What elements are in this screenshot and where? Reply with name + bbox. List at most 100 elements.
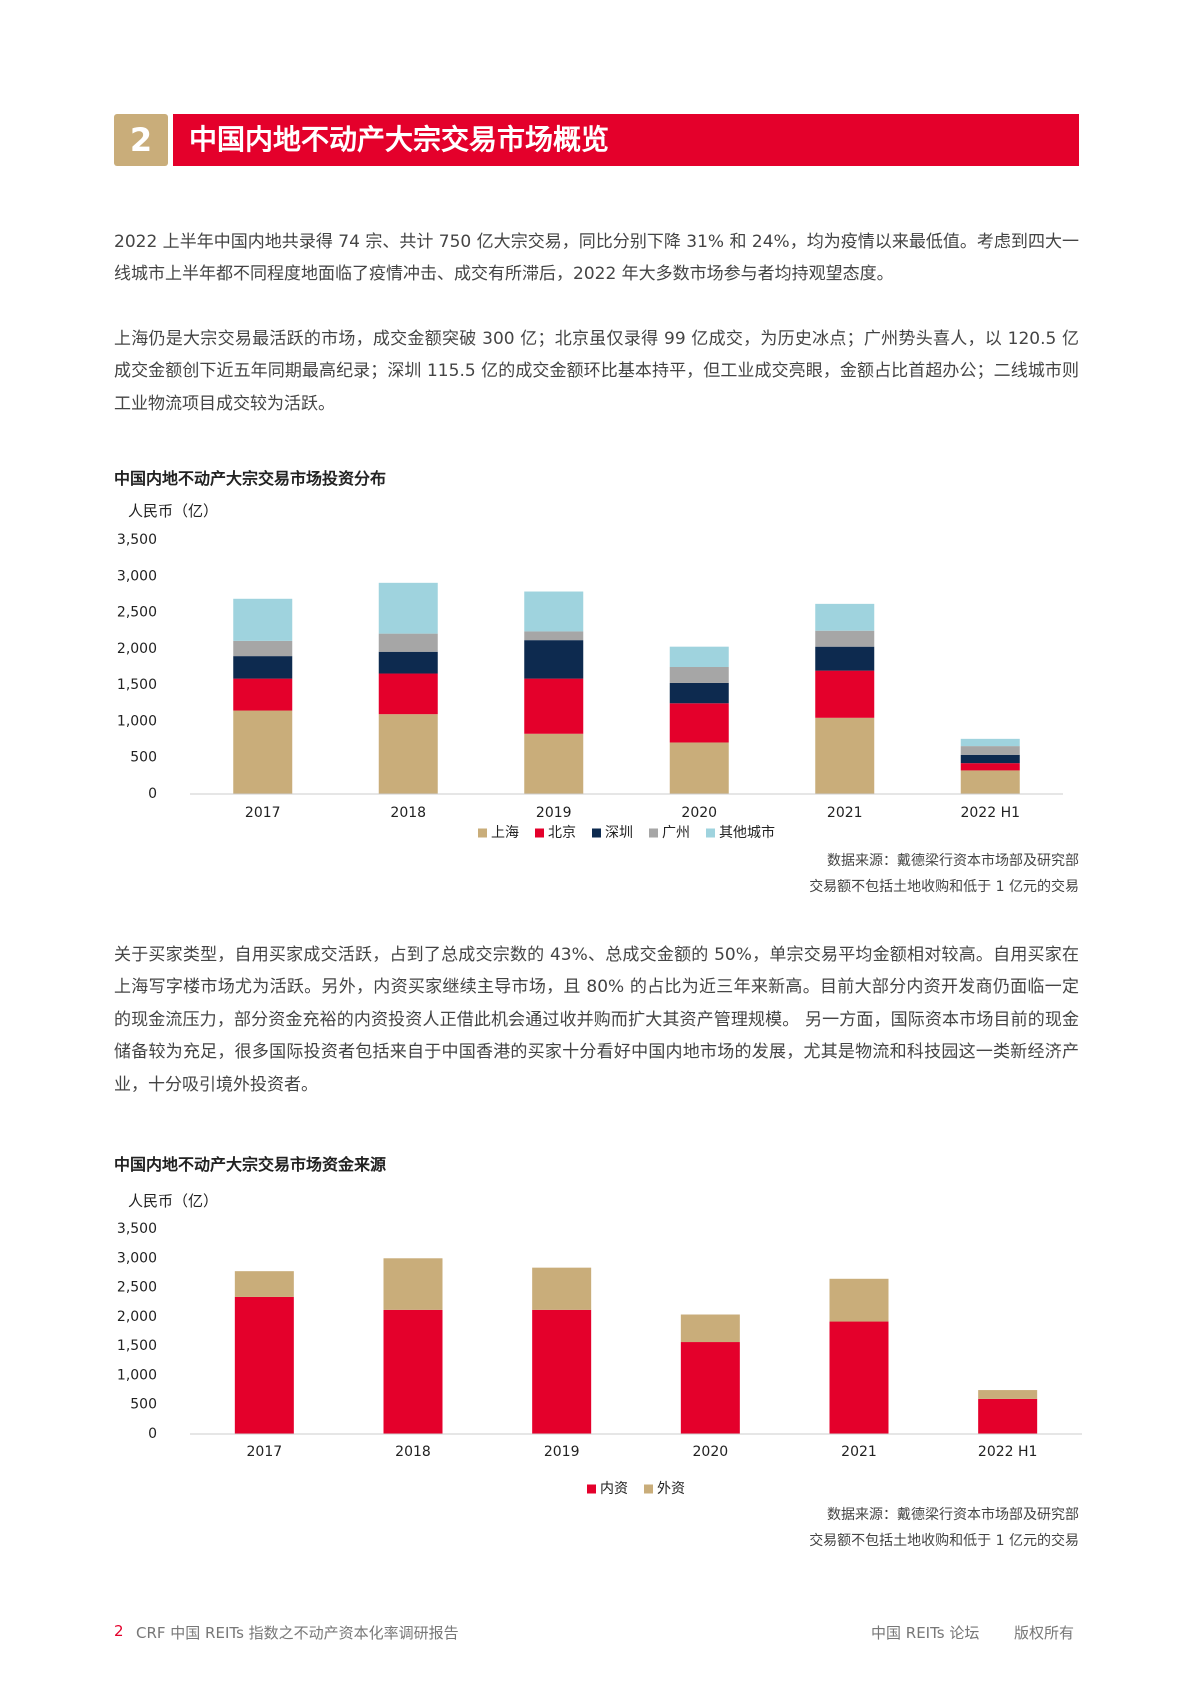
bar-segment <box>815 646 875 671</box>
y-tick-label: 3,000 <box>117 1250 157 1266</box>
y-tick-label: 1,000 <box>117 1367 157 1383</box>
paragraph: 关于买家类型，自用买家成交活跃，占到了总成交宗数的 43%、总成交金额的 50%… <box>114 945 1079 1095</box>
legend-swatch <box>535 828 544 838</box>
y-tick-label: 3,500 <box>117 1221 157 1237</box>
legend-swatch <box>649 828 658 838</box>
bar-segment <box>524 733 584 794</box>
chart: 0 500 1,000 1,500 2,000 2,500 3,000 3,500 2017 20… <box>117 1221 1082 1497</box>
legend-label: 北京 <box>548 825 576 841</box>
bar-segment <box>233 678 293 711</box>
y-tick-label: 1,500 <box>117 677 157 693</box>
bar-segment <box>829 1321 889 1434</box>
bar-segment <box>669 682 729 704</box>
x-tick-label: 2018 <box>390 805 426 821</box>
x-tick-label: 2017 <box>247 1444 283 1460</box>
bar-segment <box>669 703 729 743</box>
bar-segment <box>378 673 438 715</box>
y-tick-label: 3,500 <box>117 532 157 548</box>
x-tick-label: 2019 <box>536 805 572 821</box>
y-tick-label: 2,000 <box>117 1309 157 1325</box>
legend-label: 上海 <box>491 825 519 841</box>
legend-label: 内资 <box>600 1481 628 1497</box>
y-tick-label: 2,500 <box>117 1280 157 1296</box>
x-tick-label: 2018 <box>395 1444 431 1460</box>
bar-segment <box>680 1314 740 1343</box>
y-tick-label: 2,000 <box>117 641 157 657</box>
page-number: 2 <box>114 1622 124 1640</box>
section-title: 中国内地不动产大宗交易市场概览 <box>173 114 1079 166</box>
bar-segment <box>960 738 1020 747</box>
legend-swatch <box>478 828 487 838</box>
bar-segment <box>960 763 1020 771</box>
bar-segment <box>383 1309 443 1434</box>
y-tick-label: 2,500 <box>117 605 157 621</box>
y-tick-label: 0 <box>148 786 157 802</box>
bar-segment <box>378 633 438 652</box>
bar-segment <box>233 598 293 641</box>
bar-segment <box>532 1267 592 1310</box>
paragraph: 2022 上半年中国内地共录得 74 宗、共计 750 亿大宗交易，同比分别下降… <box>114 232 1079 285</box>
y-tick-label: 0 <box>148 1426 157 1442</box>
bar-segment <box>960 754 1020 764</box>
legend-label: 其他城市 <box>719 824 775 841</box>
bar-segment <box>378 582 438 634</box>
source-note: 数据来源：戴德梁行资本市场部及研究部 <box>827 853 1079 869</box>
site-name: 中国 REITs 论坛 <box>871 1624 980 1642</box>
bar-segment <box>233 710 293 794</box>
x-tick-label: 2022 H1 <box>978 1444 1038 1460</box>
bar-segment <box>815 670 875 718</box>
bar-segment <box>234 1296 294 1434</box>
bar-segment <box>815 630 875 647</box>
x-tick-label: 2021 <box>841 1444 877 1460</box>
y-tick-label: 3,000 <box>117 568 157 584</box>
bar-segment <box>815 717 875 794</box>
bar-segment <box>378 651 438 674</box>
bar-segment <box>233 656 293 679</box>
rights: 版权所有 <box>1014 1624 1075 1642</box>
bar-segment <box>680 1342 740 1434</box>
legend-label: 广州 <box>662 825 690 841</box>
bar-segment <box>829 1278 889 1322</box>
y-axis-label: 人民币（亿） <box>128 502 219 520</box>
paragraph: 上海仍是大宗交易最活跃的市场，成交金额突破 300 亿；北京虽仅录得 99 亿成… <box>114 329 1079 414</box>
bar-segment <box>378 714 438 794</box>
legend-label: 深圳 <box>605 825 633 841</box>
bar-segment <box>815 603 875 631</box>
bar-segment <box>233 640 293 657</box>
bar-segment <box>524 678 584 734</box>
bar-segment <box>669 646 729 667</box>
legend-swatch <box>592 828 601 838</box>
x-tick-label: 2017 <box>245 805 281 821</box>
bar-segment <box>960 746 1020 755</box>
y-tick-label: 1,000 <box>117 713 157 729</box>
source-note: 交易额不包括土地收购和低于 1 亿元的交易 <box>809 879 1079 895</box>
bar-segment <box>532 1309 592 1434</box>
bar-segment <box>669 742 729 794</box>
x-tick-label: 2020 <box>693 1444 729 1460</box>
bar-segment <box>978 1398 1038 1434</box>
section-number: 2 <box>114 114 168 166</box>
chart: 0 500 1,000 1,500 2,000 2,500 3,000 3,500 2017 20… <box>117 532 1063 841</box>
bar-segment <box>524 640 584 679</box>
chart-title: 中国内地不动产大宗交易市场投资分布 <box>114 469 387 488</box>
x-tick-label: 2021 <box>827 805 863 821</box>
bar-segment <box>669 667 729 683</box>
bar-segment <box>234 1271 294 1297</box>
report-name: CRF 中国 REITs 指数之不动产资本化率调研报告 <box>136 1624 459 1642</box>
source-note: 数据来源：戴德梁行资本市场部及研究部 <box>827 1507 1079 1523</box>
chart-title: 中国内地不动产大宗交易市场资金来源 <box>114 1155 387 1174</box>
legend-swatch <box>706 828 715 838</box>
x-tick-label: 2022 H1 <box>960 805 1020 821</box>
bar-segment <box>524 591 584 632</box>
bar-segment <box>978 1390 1038 1399</box>
y-tick-label: 500 <box>130 750 157 766</box>
y-axis-label: 人民币（亿） <box>128 1192 219 1210</box>
legend-label: 外资 <box>657 1481 685 1497</box>
x-tick-label: 2019 <box>544 1444 580 1460</box>
y-tick-label: 1,500 <box>117 1338 157 1354</box>
legend-swatch <box>644 1484 653 1494</box>
y-tick-label: 500 <box>130 1397 157 1413</box>
bar-segment <box>524 631 584 641</box>
bar-segment <box>960 770 1020 794</box>
